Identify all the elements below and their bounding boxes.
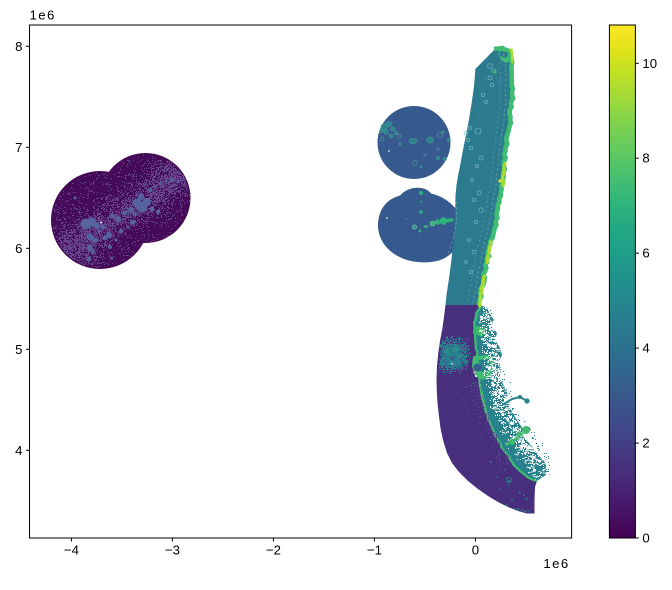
svg-text:8: 8 [15, 39, 22, 54]
svg-text:6: 6 [642, 246, 649, 261]
svg-text:0: 0 [642, 531, 649, 546]
svg-text:4: 4 [642, 341, 649, 356]
svg-text:0: 0 [472, 543, 479, 558]
svg-text:10: 10 [642, 56, 657, 71]
svg-text:−4: −4 [64, 543, 79, 558]
svg-text:−1: −1 [367, 543, 382, 558]
svg-text:7: 7 [15, 140, 22, 155]
svg-text:−2: −2 [266, 543, 281, 558]
svg-text:5: 5 [15, 342, 22, 357]
svg-text:4: 4 [15, 443, 22, 458]
svg-text:8: 8 [642, 151, 649, 166]
svg-text:1e6: 1e6 [543, 556, 569, 571]
svg-text:1e6: 1e6 [30, 8, 56, 23]
svg-text:6: 6 [15, 241, 22, 256]
svg-text:2: 2 [642, 436, 649, 451]
svg-text:−3: −3 [165, 543, 180, 558]
